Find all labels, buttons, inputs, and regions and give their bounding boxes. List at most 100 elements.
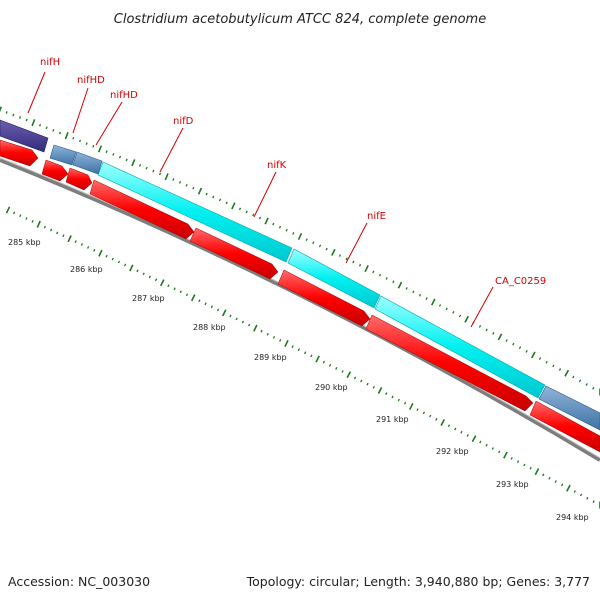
leader-ca-c0259 [470, 286, 494, 328]
kbp-label-293: 293 kbp [496, 480, 529, 489]
inner-minor-tick [56, 231, 59, 235]
inner-minor-tick [148, 275, 151, 279]
outer-major-tick [231, 202, 236, 210]
outer-minor-tick [212, 195, 215, 199]
outer-minor-tick [312, 241, 315, 245]
inner-minor-tick [554, 480, 557, 483]
outer-minor-tick [185, 183, 188, 187]
gene-label-nifh: nifH [40, 57, 60, 68]
cds-cyan-feature-nifd [97, 161, 293, 263]
inner-minor-tick [422, 411, 425, 415]
inner-major-tick [129, 264, 134, 272]
outer-minor-tick [478, 324, 482, 328]
inner-minor-tick [328, 363, 332, 367]
outer-minor-tick [318, 244, 322, 248]
inner-major-tick [471, 435, 477, 443]
outer-minor-tick [12, 113, 15, 117]
inner-minor-tick [50, 228, 53, 232]
outer-minor-tick [85, 142, 88, 145]
outer-minor-tick [72, 136, 75, 140]
inner-minor-tick [87, 246, 90, 249]
outer-minor-tick [245, 210, 248, 214]
outer-major-tick [64, 132, 69, 140]
outer-minor-tick [92, 144, 95, 148]
inner-minor-tick [142, 272, 145, 276]
outer-minor-tick [138, 164, 142, 167]
inner-minor-tick [124, 263, 127, 267]
inner-minor-tick [179, 290, 182, 294]
inner-minor-tick [510, 456, 513, 460]
outer-minor-tick [58, 131, 62, 135]
inner-minor-tick [542, 473, 545, 477]
outer-minor-tick [512, 342, 515, 346]
inner-minor-tick [586, 496, 589, 500]
inner-minor-tick [291, 345, 294, 348]
inner-major-tick [346, 371, 352, 379]
genome-summary-text: Topology: circular; Length: 3,940,880 bp… [246, 574, 590, 589]
inner-major-tick [190, 294, 196, 302]
outer-minor-tick [258, 216, 262, 220]
outer-minor-tick [325, 247, 328, 251]
inner-minor-tick [353, 376, 357, 380]
cds-cyan-feature-nifk [287, 248, 381, 309]
inner-minor-tick [485, 443, 488, 447]
inner-minor-tick [154, 278, 158, 282]
outer-minor-tick [425, 297, 428, 300]
inner-minor-tick [80, 243, 83, 246]
outer-minor-tick [158, 172, 162, 176]
outer-minor-tick [125, 158, 128, 162]
inner-minor-tick [210, 305, 213, 309]
outer-minor-tick [578, 379, 582, 383]
gene-arrow-ca-c0259 [365, 314, 534, 412]
tick-row-inner [5, 206, 600, 509]
inner-minor-tick [447, 424, 451, 428]
outer-minor-tick [118, 155, 122, 159]
inner-minor-tick [13, 211, 16, 215]
gene-arrow-nifd [89, 179, 195, 240]
inner-major-tick [566, 484, 571, 492]
inner-minor-tick [416, 408, 419, 412]
leader-nifhd-2 [95, 101, 123, 146]
outer-minor-tick [38, 123, 42, 127]
kbp-label-289: 289 kbp [254, 353, 287, 362]
inner-minor-tick [341, 370, 344, 373]
kbp-label-292: 292 kbp [436, 447, 469, 456]
map-title: Clostridium acetobutylicum ATCC 824, com… [114, 12, 486, 27]
inner-minor-tick [198, 299, 201, 303]
gene-label-nifhd-1: nifHD [77, 75, 105, 86]
outer-minor-tick [285, 228, 288, 232]
outer-minor-tick [378, 273, 382, 277]
outer-major-tick [31, 119, 36, 127]
inner-major-tick [284, 340, 289, 347]
outer-major-tick [0, 106, 2, 113]
kbp-label-286: 286 kbp [70, 265, 103, 274]
inner-minor-tick [62, 234, 65, 238]
inner-minor-tick [310, 354, 313, 358]
outer-major-tick [131, 159, 136, 167]
inner-minor-tick [523, 463, 526, 467]
outer-minor-tick [485, 328, 488, 332]
inner-minor-tick [360, 379, 363, 383]
inner-minor-tick [460, 430, 463, 434]
gene-arrow-nifh [0, 139, 39, 167]
gene-arrow-next [529, 400, 600, 453]
inner-minor-tick [105, 254, 108, 258]
outer-major-tick [530, 351, 536, 359]
outer-minor-tick [525, 349, 528, 353]
inner-minor-tick [366, 382, 369, 386]
outer-minor-tick [112, 153, 115, 156]
leader-nifh [27, 71, 46, 114]
outer-minor-tick [492, 331, 495, 335]
outer-major-tick [164, 173, 169, 181]
outer-minor-tick [452, 310, 455, 314]
outer-minor-tick [192, 186, 195, 190]
cds-steel-feature-nifh [49, 144, 77, 166]
outer-minor-tick [552, 364, 555, 368]
kbp-label-291: 291 kbp [376, 415, 409, 424]
outer-minor-tick [218, 198, 222, 202]
gene-label-ca-c0259: CA_C0259 [495, 276, 546, 287]
inner-major-tick [253, 324, 258, 332]
inner-minor-tick [19, 214, 22, 218]
outer-minor-tick [145, 166, 148, 170]
